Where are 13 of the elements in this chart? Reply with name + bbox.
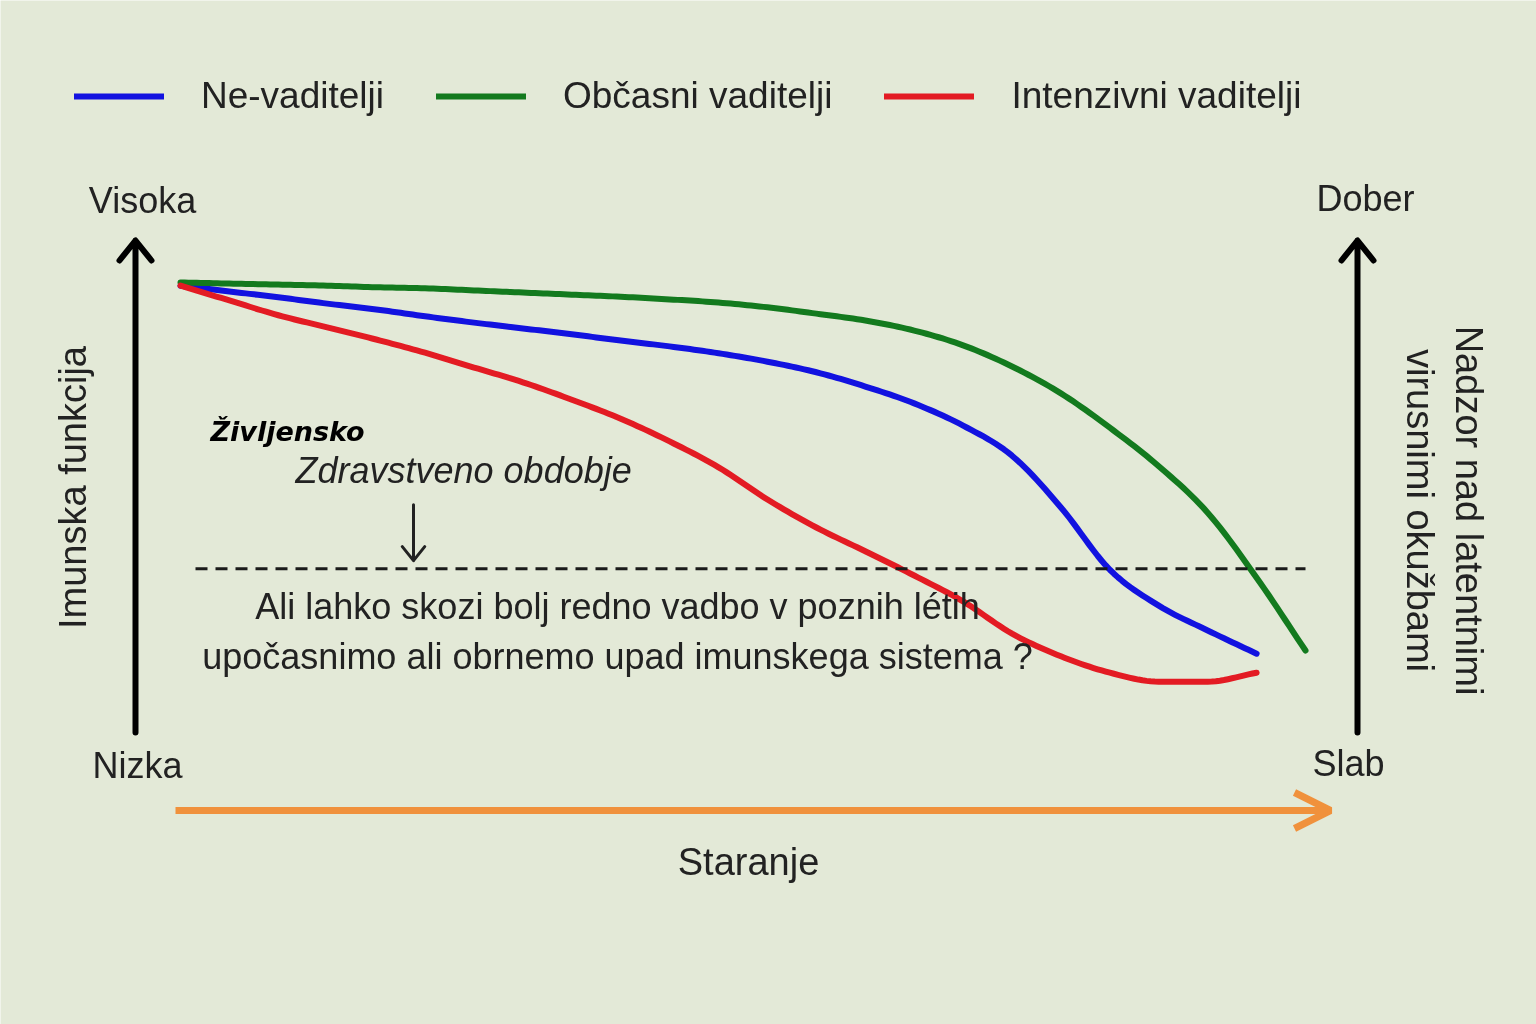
text: Visoka [88, 180, 198, 221]
annotation: Življensko [209, 416, 365, 447]
x-axis-title: Staranje [677, 840, 820, 883]
legend-label: Ne-vaditelji [201, 75, 385, 117]
legend-label: Občasni vaditelji [563, 75, 833, 117]
annotation: Slab [1312, 743, 1385, 784]
y-axis-title: Imunska funkcija [51, 345, 94, 630]
annotation: Ali lahko skozi bolj redno vadbo v poznih létih upočasnimo ali obrnemo upad imunskega sistema ? [202, 586, 1033, 677]
ref-line-label: Zdravstveno obdobje [294, 450, 632, 492]
y2-axis-title: Nadzor nad latentnimi virusnimi okužbami [1399, 325, 1490, 696]
text: Nizka [92, 745, 184, 786]
legend-label: Intenzivni vaditelji [1011, 75, 1302, 117]
text: Dober [1316, 178, 1415, 219]
